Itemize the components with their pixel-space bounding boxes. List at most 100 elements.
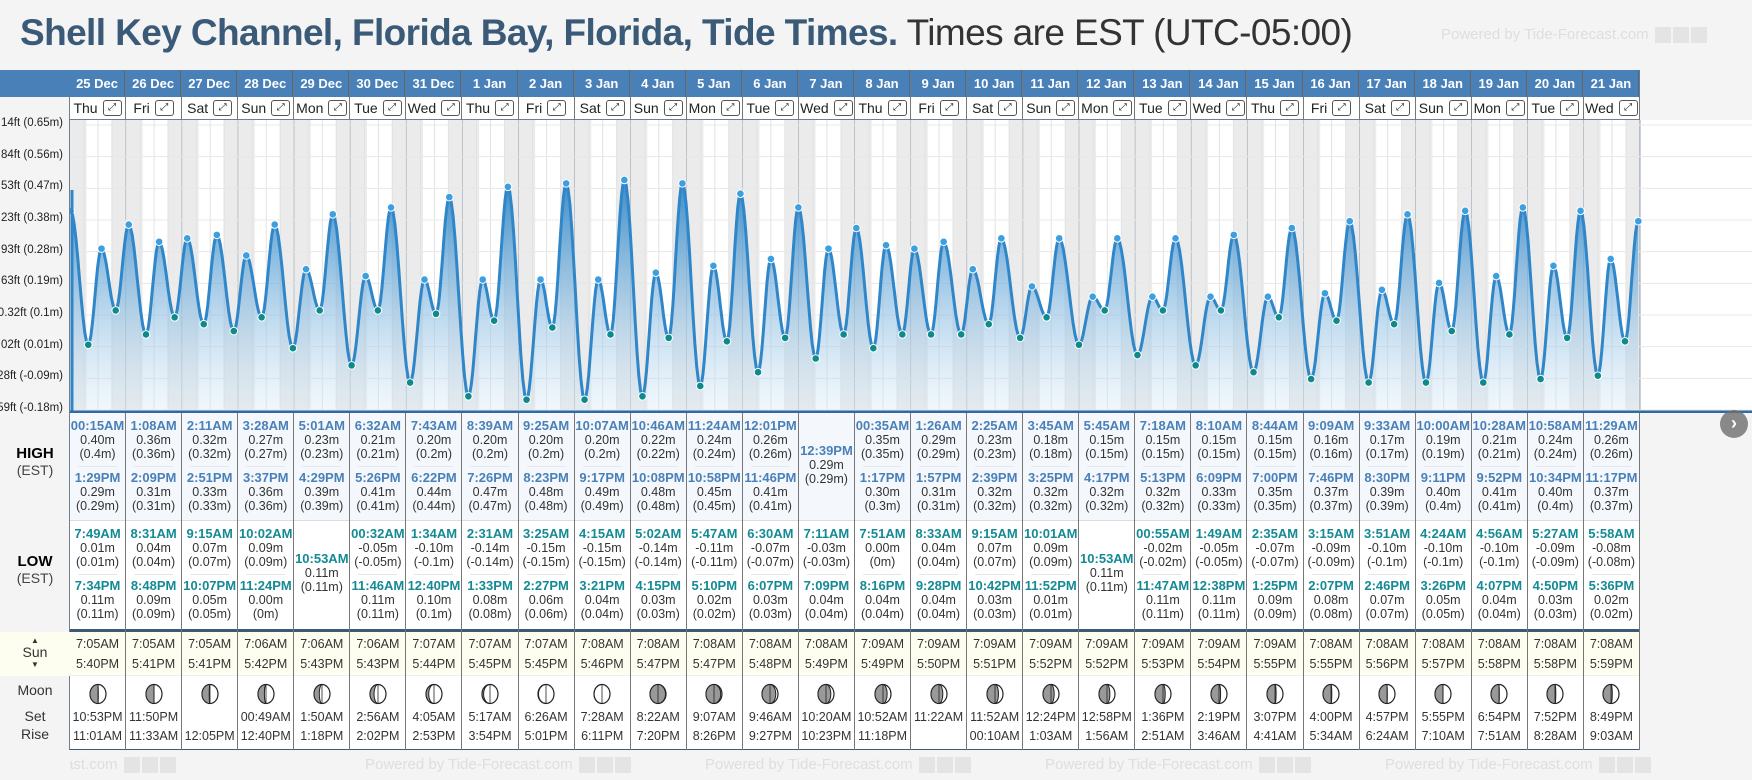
- high-tide-point[interactable]: [1576, 206, 1585, 216]
- high-tide-point[interactable]: [1377, 285, 1387, 295]
- low-tide-point[interactable]: [869, 343, 878, 353]
- high-tide-point[interactable]: [910, 244, 919, 253]
- low-tide-point[interactable]: [1100, 306, 1109, 315]
- low-tide-point[interactable]: [1042, 312, 1051, 322]
- low-tide-point[interactable]: [1447, 326, 1457, 336]
- expand-day-icon[interactable]: ⤢: [1226, 100, 1246, 116]
- high-tide-point[interactable]: [1206, 292, 1215, 301]
- expand-day-icon[interactable]: ⤢: [775, 100, 795, 116]
- high-tide-point[interactable]: [270, 220, 279, 229]
- high-tide-point[interactable]: [1088, 292, 1097, 301]
- low-tide-point[interactable]: [1274, 312, 1284, 322]
- expand-day-icon[interactable]: ⤢: [1332, 100, 1352, 116]
- low-tide-point[interactable]: [1074, 340, 1084, 350]
- high-tide-point[interactable]: [1434, 278, 1444, 288]
- high-tide-point[interactable]: [620, 175, 629, 185]
- high-tide-point[interactable]: [1518, 203, 1528, 212]
- low-tide-point[interactable]: [199, 319, 209, 329]
- high-tide-point[interactable]: [709, 261, 718, 271]
- low-tide-point[interactable]: [1389, 319, 1399, 329]
- high-tide-point[interactable]: [736, 189, 745, 198]
- low-tide-point[interactable]: [1478, 378, 1488, 387]
- high-tide-point[interactable]: [997, 234, 1006, 243]
- low-tide-point[interactable]: [1158, 306, 1168, 315]
- low-tide-point[interactable]: [141, 330, 151, 339]
- high-tide-point[interactable]: [445, 192, 454, 202]
- high-tide-point[interactable]: [1027, 282, 1037, 291]
- powered-by-link[interactable]: Powered by Tide-Forecast.com: [1441, 26, 1707, 43]
- expand-day-icon[interactable]: ⤢: [887, 100, 907, 116]
- high-tide-point[interactable]: [1345, 216, 1355, 226]
- high-tide-point[interactable]: [536, 275, 545, 284]
- high-tide-point[interactable]: [212, 230, 222, 240]
- expand-day-icon[interactable]: ⤢: [833, 100, 853, 116]
- low-tide-point[interactable]: [839, 330, 848, 339]
- high-tide-point[interactable]: [1549, 261, 1558, 271]
- expand-day-icon[interactable]: ⤢: [1113, 100, 1133, 116]
- low-tide-point[interactable]: [1216, 306, 1226, 315]
- high-tide-point[interactable]: [881, 240, 891, 250]
- expand-day-icon[interactable]: ⤢: [1390, 100, 1410, 116]
- low-tide-point[interactable]: [580, 395, 589, 404]
- high-tide-point[interactable]: [154, 237, 164, 247]
- low-tide-point[interactable]: [347, 361, 356, 370]
- high-tide-point[interactable]: [1113, 234, 1122, 243]
- high-tide-point[interactable]: [386, 203, 396, 212]
- expand-day-icon[interactable]: ⤢: [720, 100, 740, 116]
- low-tide-point[interactable]: [1332, 316, 1341, 326]
- low-tide-point[interactable]: [1505, 330, 1514, 339]
- expand-day-icon[interactable]: ⤢: [1280, 100, 1300, 116]
- next-week-button[interactable]: ›: [1720, 410, 1748, 438]
- low-tide-point[interactable]: [1249, 367, 1258, 377]
- high-tide-point[interactable]: [1229, 230, 1239, 240]
- low-tide-point[interactable]: [1620, 337, 1630, 346]
- expand-day-icon[interactable]: ⤢: [939, 100, 959, 116]
- high-tide-point[interactable]: [420, 275, 429, 284]
- low-tide-point[interactable]: [111, 306, 121, 315]
- low-tide-point[interactable]: [638, 391, 647, 401]
- low-tide-point[interactable]: [1306, 374, 1316, 384]
- low-tide-point[interactable]: [83, 340, 93, 350]
- low-tide-point[interactable]: [664, 333, 673, 343]
- high-tide-point[interactable]: [503, 182, 513, 192]
- low-tide-point[interactable]: [1536, 374, 1545, 384]
- expand-day-icon[interactable]: ⤢: [382, 100, 402, 116]
- expand-day-icon[interactable]: ⤢: [271, 100, 291, 116]
- high-tide-point[interactable]: [1148, 292, 1157, 301]
- low-tide-point[interactable]: [229, 326, 239, 336]
- high-tide-point[interactable]: [561, 179, 571, 188]
- expand-day-icon[interactable]: ⤢: [1056, 100, 1076, 116]
- low-tide-point[interactable]: [1421, 378, 1431, 387]
- expand-day-icon[interactable]: ⤢: [328, 100, 348, 116]
- high-tide-point[interactable]: [1171, 234, 1180, 243]
- low-tide-point[interactable]: [548, 323, 557, 332]
- low-tide-point[interactable]: [753, 367, 763, 377]
- expand-day-icon[interactable]: ⤢: [102, 100, 122, 116]
- expand-day-icon[interactable]: ⤢: [495, 100, 515, 116]
- low-tide-point[interactable]: [722, 337, 732, 346]
- high-tide-point[interactable]: [301, 264, 311, 274]
- expand-day-icon[interactable]: ⤢: [1560, 100, 1580, 116]
- high-tide-point[interactable]: [182, 234, 192, 243]
- expand-day-icon[interactable]: ⤢: [547, 100, 567, 116]
- low-tide-point[interactable]: [926, 330, 936, 339]
- low-tide-point[interactable]: [1562, 333, 1572, 343]
- expand-day-icon[interactable]: ⤢: [998, 100, 1018, 116]
- expand-day-icon[interactable]: ⤢: [441, 100, 461, 116]
- low-tide-point[interactable]: [170, 312, 179, 322]
- high-tide-point[interactable]: [766, 254, 776, 264]
- expand-day-icon[interactable]: ⤢: [1167, 100, 1187, 116]
- low-tide-point[interactable]: [956, 330, 966, 339]
- low-tide-point[interactable]: [522, 395, 531, 404]
- high-tide-point[interactable]: [1287, 223, 1297, 233]
- high-tide-point[interactable]: [97, 244, 106, 253]
- low-tide-point[interactable]: [288, 343, 298, 353]
- low-tide-point[interactable]: [695, 381, 705, 391]
- expand-day-icon[interactable]: ⤢: [1505, 100, 1525, 116]
- low-tide-point[interactable]: [464, 391, 473, 401]
- high-tide-point[interactable]: [361, 271, 370, 281]
- low-tide-point[interactable]: [489, 316, 499, 326]
- high-tide-point[interactable]: [593, 275, 603, 284]
- low-tide-point[interactable]: [1133, 350, 1142, 360]
- low-tide-point[interactable]: [257, 312, 266, 322]
